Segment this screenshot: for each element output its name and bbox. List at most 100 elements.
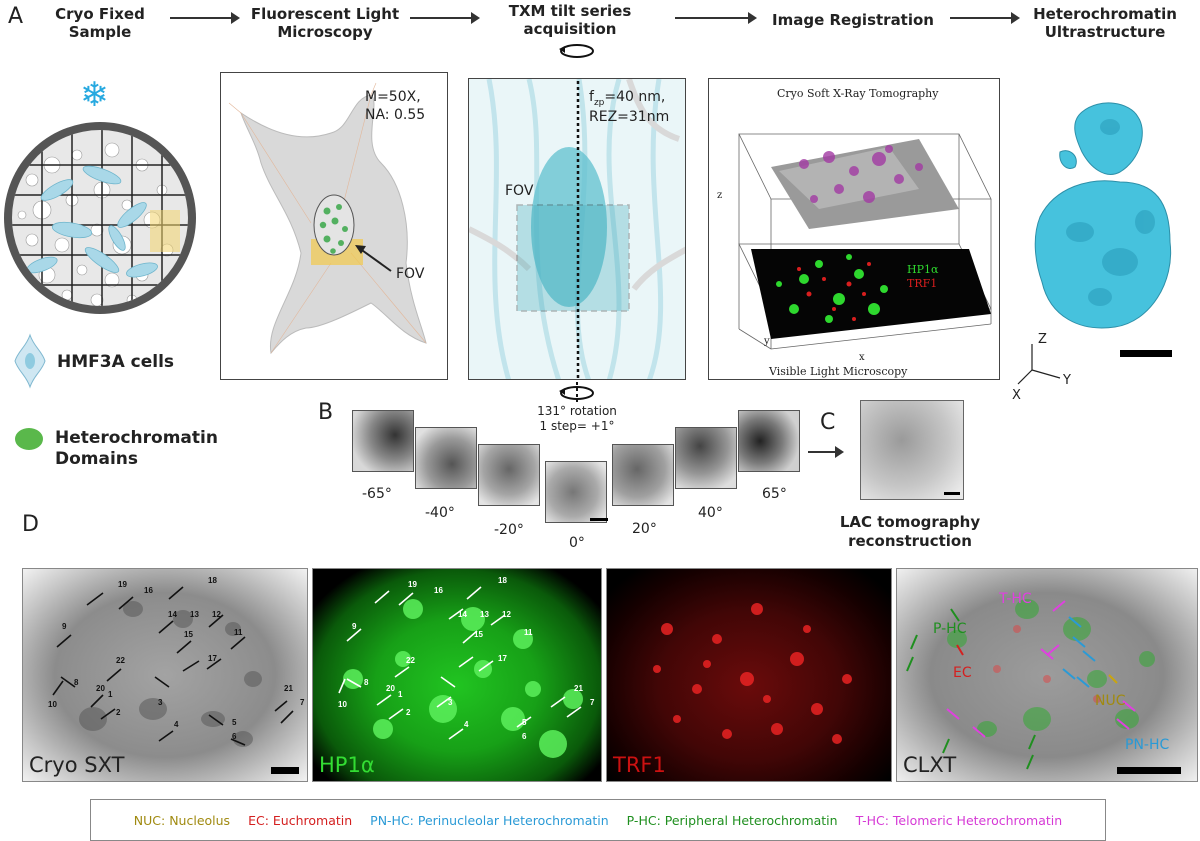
- txm-zone-plate-focal: fzp=40 nm,: [589, 89, 665, 112]
- domain-number: 3: [158, 698, 163, 707]
- domain-number: 2: [116, 708, 121, 717]
- domain-number: 11: [524, 628, 533, 637]
- flm-fov-label: FOV: [396, 266, 425, 282]
- domain-number: 9: [62, 622, 67, 631]
- panel-letter-c: C: [820, 410, 836, 435]
- domain-number: 19: [408, 580, 417, 589]
- registration-hp1-label: HP1α: [907, 263, 939, 276]
- txm-drawing: [469, 79, 685, 379]
- domain-number: 7: [300, 698, 305, 707]
- domain-number: 18: [208, 576, 217, 585]
- legend-thc: T-HC: Telomeric Heterochromatin: [855, 812, 1063, 828]
- tilt-image-4: [545, 461, 607, 523]
- domain-number: 13: [190, 610, 199, 619]
- axis-y-label: Y: [1063, 373, 1071, 388]
- e-scale-bar: [1120, 350, 1172, 357]
- domain-number: 12: [212, 610, 221, 619]
- domain-number: 5: [232, 718, 237, 727]
- domain-number: 21: [284, 684, 293, 693]
- trf1-foci: [653, 603, 852, 744]
- workflow-step-5: Heterochromatin Ultrastructure: [1033, 5, 1177, 41]
- domain-number: 17: [498, 654, 507, 663]
- cell-drawing: [228, 82, 427, 355]
- registration-axis-x: x: [859, 352, 865, 363]
- reconstruction-label: LAC tomography reconstruction: [839, 513, 981, 550]
- legend-ec: EC: Euchromatin: [248, 812, 353, 828]
- tilt-angle-7: 65°: [762, 486, 787, 502]
- domain-number: 21: [574, 684, 583, 693]
- txm-resolution: REZ=31nm: [589, 109, 670, 125]
- legend-heterochromatin-domains: Heterochromatin Domains: [55, 428, 218, 469]
- legend-pnhc: PN-HC: Perinucleolar Heterochromatin: [370, 812, 609, 828]
- registration-bottom-label: Visible Light Microscopy: [769, 365, 908, 378]
- clxt-label-ec: EC: [953, 665, 972, 681]
- b-scale-bar: [590, 518, 608, 521]
- heterochromatin-3d-icon: [1034, 102, 1172, 329]
- domain-number: 13: [480, 610, 489, 619]
- tilt-angle-4: 0°: [569, 535, 585, 551]
- legend-hmf3a-cells: HMF3A cells: [57, 352, 175, 372]
- domain-number: 22: [116, 656, 125, 665]
- registration-axis-z: z: [717, 190, 723, 201]
- lac-reconstruction-image: [860, 400, 964, 500]
- domain-number: 17: [208, 654, 217, 663]
- rotation-step-label: 1 step= +1°: [539, 419, 615, 433]
- heterochromatin-domain-icon: [15, 428, 43, 450]
- cryo-sxt-domains: [52, 586, 294, 747]
- workflow-step-2: Fluorescent Light Microscopy: [250, 5, 400, 41]
- color-legend: NUC: Nucleolus EC: Euchromatin PN-HC: Pe…: [90, 799, 1106, 841]
- tilt-image-5: [612, 444, 674, 506]
- domain-number: 16: [434, 586, 443, 595]
- rotation-range-label: 131° rotation: [537, 404, 617, 418]
- panel-letter-a: A: [8, 4, 24, 29]
- tilt-angle-1: -65°: [362, 486, 392, 502]
- domain-number: 4: [174, 720, 179, 729]
- micrograph-trf1: TRF1: [606, 568, 892, 782]
- domain-number: 16: [144, 586, 153, 595]
- legend-nuc: NUC: Nucleolus: [133, 812, 231, 828]
- flm-numerical-aperture: NA: 0.55: [365, 107, 426, 123]
- tilt-angle-3: -20°: [494, 522, 524, 538]
- txm-fzp-subscript: zp: [593, 97, 605, 108]
- registration-trf1-label: TRF1: [907, 277, 938, 290]
- panel-letter-d: D: [22, 512, 39, 537]
- domain-number: 20: [386, 684, 395, 693]
- flm-magnification: M=50X,: [365, 89, 421, 105]
- micrograph-label-clxt: CLXT: [903, 753, 957, 777]
- tilt-angle-2: -40°: [425, 505, 455, 521]
- domain-number: 15: [474, 630, 483, 639]
- micrograph-label-trf1: TRF1: [613, 753, 666, 777]
- domain-number: 15: [184, 630, 193, 639]
- domain-number: 14: [458, 610, 467, 619]
- domain-number: 4: [464, 720, 469, 729]
- hp1a-domains: [338, 586, 583, 758]
- workflow-arrow-1: [170, 12, 240, 24]
- domain-number: 7: [590, 698, 595, 707]
- clxt-label-thc: T-HC: [999, 591, 1032, 607]
- registration-3d-plot: [738, 133, 992, 350]
- tilt-image-7: [738, 410, 800, 472]
- tilt-image-1: [352, 410, 414, 472]
- workflow-arrow-4: [950, 12, 1020, 24]
- snowflake-icon: ❄: [80, 75, 109, 115]
- domain-number: 1: [398, 690, 403, 699]
- flm-panel: M=50X, NA: 0.55 FOV: [220, 72, 448, 380]
- domain-number: 12: [502, 610, 511, 619]
- domain-number: 20: [96, 684, 105, 693]
- domain-number: 8: [74, 678, 79, 687]
- d-scale-bar-4: [1117, 767, 1181, 774]
- workflow-step-3: TXM tilt series acquisition: [508, 2, 632, 38]
- axis-x-label: X: [1012, 388, 1021, 403]
- grid-sample-icon: [4, 122, 196, 314]
- registration-panel: Cryo Soft X-Ray Tomography Visible Light…: [708, 78, 1000, 380]
- tilt-angle-6: 40°: [698, 505, 723, 521]
- c-scale-bar: [944, 492, 960, 495]
- rotation-bottom-icon: [559, 382, 594, 402]
- txm-fov-label: FOV: [505, 183, 534, 199]
- domain-number: 3: [448, 698, 453, 707]
- registration-axis-y: y: [764, 336, 770, 347]
- cell-icon: [14, 333, 46, 389]
- micrograph-label-cryo-sxt: Cryo SXT: [29, 753, 125, 777]
- axis-triad-icon: [1017, 344, 1061, 385]
- domain-number: 8: [364, 678, 369, 687]
